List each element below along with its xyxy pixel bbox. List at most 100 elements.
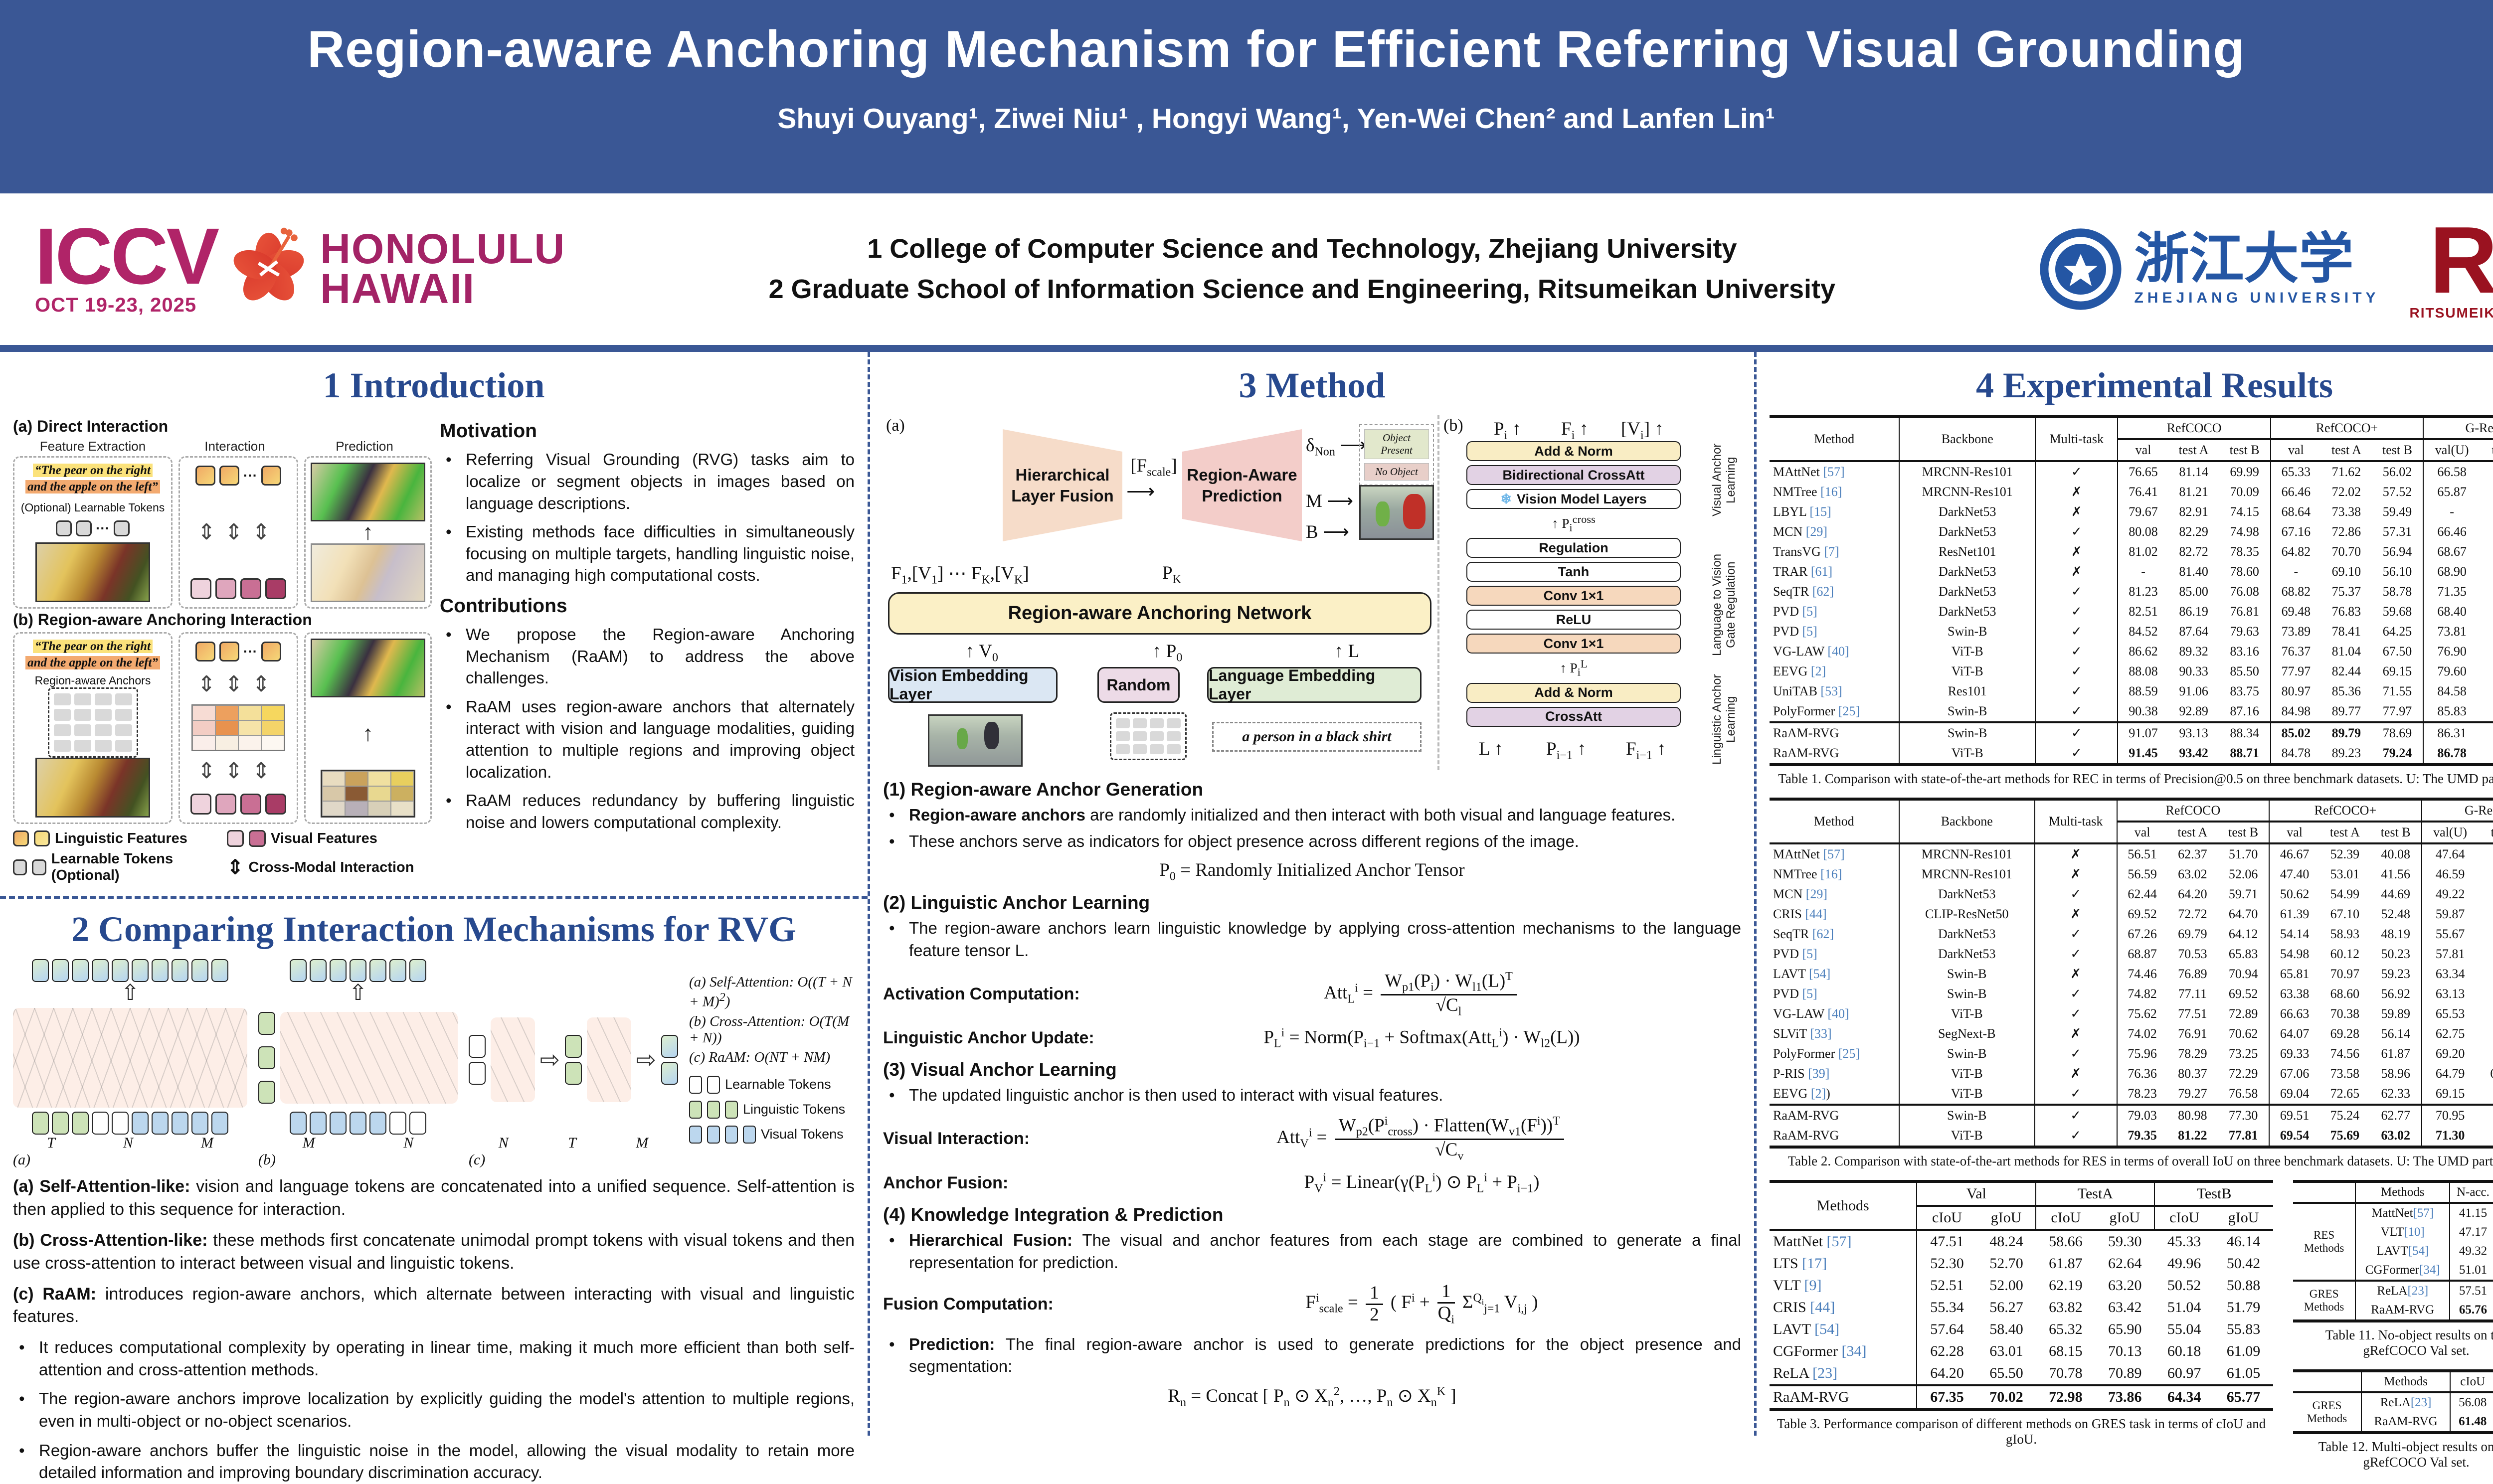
prediction-image-segmented bbox=[311, 463, 425, 521]
no-object-label: No Object bbox=[1364, 463, 1429, 481]
hollow-up-arrow: ⇧ bbox=[121, 981, 140, 1005]
side-label-visual-anchor: Visual Anchor Learning bbox=[1710, 443, 1738, 517]
fig-col-interaction: Interaction bbox=[204, 439, 265, 454]
linguistic-tokens-row: ··· bbox=[195, 466, 281, 486]
referring-expression-b: “The pear on the right and the apple on … bbox=[25, 639, 160, 671]
brace-label-M-b: M bbox=[302, 1135, 315, 1151]
tanh-block: Tanh bbox=[1466, 562, 1681, 582]
mask-output: M ⟶ bbox=[1306, 491, 1354, 511]
fig-ab-divider bbox=[1437, 415, 1439, 770]
zju-seal-icon bbox=[2040, 228, 2122, 310]
brace-label-M: M bbox=[200, 1135, 213, 1151]
input-image-skateboard bbox=[928, 714, 1023, 767]
s1-bullet-1: Region-aware anchors are randomly initia… bbox=[883, 804, 1741, 826]
eq-visual-interaction-label: Visual Interaction: bbox=[883, 1129, 1030, 1148]
column-results: 4 Experimental Results Method Backbone Mul… bbox=[1757, 352, 2493, 1470]
add-norm-top: Add & Norm bbox=[1466, 441, 1681, 461]
authors-line: Shuyi Ouyang¹, Ziwei Niu¹ , Hongyi Wang¹… bbox=[777, 103, 1775, 135]
cross-modal-arrows: ⇕⇕⇕ bbox=[197, 519, 280, 544]
output-image-segmented-person bbox=[1359, 485, 1434, 540]
side-label-linguistic-anchor: Linguistic Anchor Learning bbox=[1710, 674, 1738, 765]
s1-bullet-2: These anchors serve as indicators for ob… bbox=[883, 830, 1741, 853]
fig-col-prediction: Prediction bbox=[336, 439, 393, 454]
contribution-bullet-1: We propose the Region-aware Anchoring Me… bbox=[440, 624, 855, 689]
panel-c-marker: (c) bbox=[469, 1152, 486, 1168]
l-input: ↑ L bbox=[1334, 641, 1360, 661]
eq-activation-label: Activation Computation: bbox=[883, 984, 1080, 1003]
object-presence-legend: Object Present No Object bbox=[1359, 424, 1434, 486]
eq-anchor-fusion-label: Anchor Fusion: bbox=[883, 1173, 1009, 1192]
intro-figure: (a) Direct Interaction Feature Extractio… bbox=[13, 415, 432, 884]
table-3-gres-results: Methods Val TestA TestB cIoU gIoU cIoU gIoU cIoU… bbox=[1770, 1180, 2273, 1411]
eq-linguistic-update-label: Linguistic Anchor Update: bbox=[883, 1028, 1094, 1048]
cross-attention-box bbox=[280, 1012, 458, 1104]
input-image-fruit bbox=[35, 542, 150, 602]
panel-cross-attention: ⇧ M N (b) bbox=[258, 959, 458, 1168]
intro-heading: 1 Introduction bbox=[323, 365, 545, 405]
ritsumeikan-name: RITSUMEIKAN bbox=[2409, 305, 2493, 321]
complexity-self-attention: (a) Self-Attention: O((T + N + M)2) bbox=[689, 974, 852, 1010]
panel-a-marker: (a) bbox=[13, 1152, 30, 1168]
iccv-dates: OCT 19-23, 2025 bbox=[35, 294, 197, 316]
paragraph-self-attention: (a) Self-Attention-like: vision and lang… bbox=[13, 1177, 855, 1219]
cross-modal-arrows-b2: ⇕⇕⇕ bbox=[197, 758, 280, 783]
motivation-heading: Motivation bbox=[440, 420, 537, 442]
prediction-box-a: ↑ bbox=[304, 456, 432, 609]
method-section-2: (2) Linguistic Anchor Learning The regio… bbox=[883, 892, 1741, 1050]
feature-extraction-box-b: “The pear on the right and the apple on … bbox=[13, 632, 173, 824]
self-attention-box bbox=[13, 1008, 247, 1108]
legend-linguistic-features: Linguistic Features bbox=[55, 830, 187, 846]
s4-bullet-2: Prediction: The final region-aware ancho… bbox=[883, 1333, 1741, 1378]
fig-b-title: (b) Region-aware Anchoring Interaction bbox=[13, 611, 312, 629]
hibiscus-flower-icon bbox=[233, 227, 304, 301]
panel-self-attention: ⇧ T N M (a) bbox=[13, 959, 247, 1168]
referring-expression-a: “The pear on the right and the apple on … bbox=[25, 463, 160, 495]
paragraph-cross-attention: (b) Cross-Attention-like: these methods … bbox=[13, 1230, 855, 1273]
anchor-grid-method bbox=[1110, 712, 1187, 760]
add-norm-bottom: Add & Norm bbox=[1466, 682, 1681, 703]
interaction-box-a: ··· ⇕⇕⇕ bbox=[178, 456, 298, 609]
fig-a-title: (a) Direct Interaction bbox=[13, 417, 169, 435]
raam-bullet-1: It reduces computational complexity by o… bbox=[13, 1336, 855, 1381]
legend-cross-modal: Cross-Modal Interaction bbox=[248, 859, 414, 875]
brace-label-N-b: N bbox=[403, 1135, 414, 1151]
brace-label-N: N bbox=[123, 1135, 133, 1151]
bidirectional-crossatt: Bidirectional CrossAtt bbox=[1466, 465, 1681, 485]
s2-bullet-1: The region-aware anchors learn linguisti… bbox=[883, 917, 1741, 962]
method-fig-a-marker: (a) bbox=[886, 416, 905, 435]
delta-non-output: δNon ⟶ bbox=[1306, 435, 1367, 459]
legend-learnable-tokens-2: Learnable Tokens bbox=[725, 1077, 831, 1092]
method-section-3: (3) Visual Anchor Learning The updated l… bbox=[883, 1059, 1741, 1195]
ritsumeikan-r-icon: R bbox=[2429, 207, 2493, 313]
method-section-1: (1) Region-aware Anchor Generation Regio… bbox=[883, 779, 1741, 883]
l-input-b: L ↑ bbox=[1479, 739, 1503, 759]
s4-bullet-1: Hierarchical Fusion: The visual and anch… bbox=[883, 1229, 1741, 1274]
zhejiang-university-logo: 浙江大学 ZHEJIANG UNIVERSITY bbox=[2038, 227, 2379, 312]
up-arrow-icon-b: ↑ bbox=[362, 721, 373, 746]
comparison-legend: (a) Self-Attention: O((T + N + M)2) (b) … bbox=[689, 959, 855, 1168]
affiliations: 1 College of Computer Science and Techno… bbox=[565, 229, 2038, 310]
legend-visual-tokens: Visual Tokens bbox=[761, 1127, 844, 1142]
up-arrow-icon: ↑ bbox=[362, 520, 373, 544]
iccv-city: HONOLULU bbox=[320, 225, 566, 273]
contributions-heading: Contributions bbox=[440, 595, 567, 617]
contribution-bullet-2: RaAM uses region-aware anchors that alte… bbox=[440, 696, 855, 783]
equation-visual-interaction: AttVi = Wp2(Picross) · Flatten(Wv1(Fi))T… bbox=[1102, 1115, 1741, 1163]
equation-anchor-fusion: PVi = Linear(γ(PLi) ⊙ PLi + Pi−1) bbox=[1304, 1171, 1540, 1195]
zju-calligraphy: 浙江大学 bbox=[2134, 229, 2354, 290]
panel-raam: ⇨ ⇨ N T M (c) bbox=[469, 959, 678, 1168]
conv1x1-block-2: Conv 1×1 bbox=[1466, 634, 1681, 654]
contribution-bullet-3: RaAM reduces redundancy by buffering lin… bbox=[440, 790, 855, 833]
prediction-image-segmented-b bbox=[311, 639, 425, 697]
motivation-bullet-1: Referring Visual Grounding (RVG) tasks a… bbox=[440, 449, 855, 514]
language-query: a person in a black shirt bbox=[1212, 722, 1422, 752]
poster-header: Region-aware Anchoring Mechanism for Eff… bbox=[0, 0, 2493, 193]
arrow-fscale: ⟶ bbox=[1126, 481, 1155, 502]
anchor-heatmap bbox=[191, 704, 285, 751]
raam-attention-box-1 bbox=[491, 1017, 535, 1102]
iccv-region: HAWAII bbox=[320, 265, 475, 312]
box-output: B ⟶ bbox=[1306, 522, 1349, 542]
raam-bullet-3: Region-aware anchors buffer the linguist… bbox=[13, 1440, 855, 1484]
table-12-multi-object-results: MethodscIoUgIoUGRES MethodsReLA[23]56.08… bbox=[2293, 1369, 2493, 1434]
